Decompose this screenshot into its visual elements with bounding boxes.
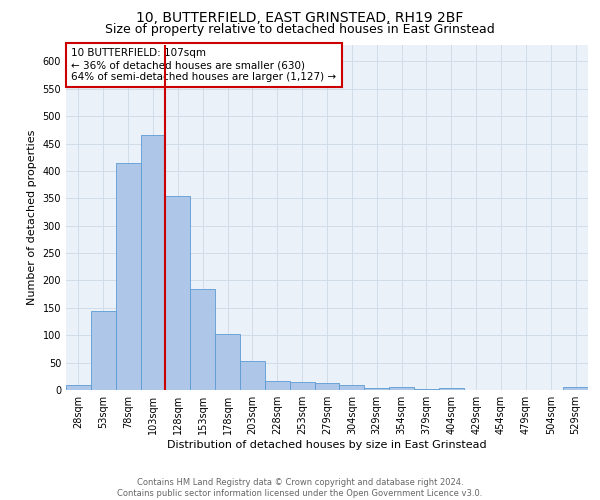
- Bar: [215, 334, 240, 390]
- Bar: [340, 384, 364, 390]
- Bar: [414, 389, 439, 390]
- Bar: [66, 384, 91, 390]
- X-axis label: Distribution of detached houses by size in East Grinstead: Distribution of detached houses by size …: [167, 440, 487, 450]
- Bar: [166, 196, 190, 390]
- Bar: [364, 388, 389, 390]
- Y-axis label: Number of detached properties: Number of detached properties: [27, 130, 37, 305]
- Text: 10 BUTTERFIELD: 107sqm
← 36% of detached houses are smaller (630)
64% of semi-de: 10 BUTTERFIELD: 107sqm ← 36% of detached…: [71, 48, 337, 82]
- Bar: [190, 288, 215, 390]
- Bar: [563, 388, 588, 390]
- Bar: [91, 310, 116, 390]
- Bar: [140, 136, 166, 390]
- Bar: [439, 388, 464, 390]
- Text: 10, BUTTERFIELD, EAST GRINSTEAD, RH19 2BF: 10, BUTTERFIELD, EAST GRINSTEAD, RH19 2B…: [136, 11, 464, 25]
- Text: Size of property relative to detached houses in East Grinstead: Size of property relative to detached ho…: [105, 22, 495, 36]
- Bar: [240, 361, 265, 390]
- Bar: [265, 381, 290, 390]
- Bar: [314, 384, 340, 390]
- Bar: [116, 162, 140, 390]
- Bar: [290, 382, 314, 390]
- Bar: [389, 388, 414, 390]
- Text: Contains HM Land Registry data © Crown copyright and database right 2024.
Contai: Contains HM Land Registry data © Crown c…: [118, 478, 482, 498]
